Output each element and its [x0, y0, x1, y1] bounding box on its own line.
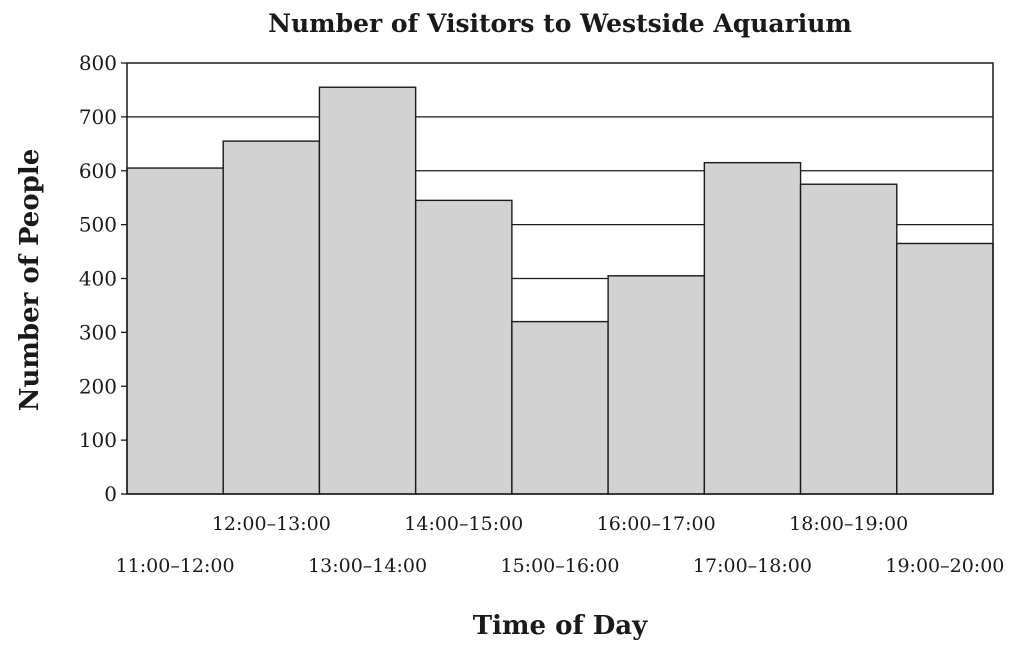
bar — [318, 86, 417, 495]
bars — [126, 86, 994, 495]
y-tick-label: 400 — [79, 267, 117, 291]
y-axis-title: Number of People — [15, 149, 45, 412]
bar — [511, 320, 609, 495]
x-tick-label: 18:00–19:00 — [789, 513, 908, 535]
bar — [896, 242, 994, 495]
x-tick-label: 12:00–13:00 — [212, 513, 331, 535]
y-tick-label: 100 — [79, 428, 117, 452]
chart-title: Number of Visitors to Westside Aquarium — [268, 9, 852, 38]
y-tick-label: 300 — [79, 320, 117, 344]
x-tick-label: 19:00–20:00 — [885, 555, 1004, 577]
bar — [222, 140, 321, 495]
bar — [799, 183, 898, 495]
y-tick-label: 800 — [79, 51, 117, 75]
x-tick-label: 15:00–16:00 — [500, 555, 619, 577]
y-tick-label: 0 — [104, 482, 117, 506]
y-tick-label: 500 — [79, 213, 117, 237]
x-tick-label: 17:00–18:00 — [693, 555, 812, 577]
y-tick-label: 200 — [79, 374, 117, 398]
x-tick-label: 14:00–15:00 — [404, 513, 523, 535]
y-tick-label: 700 — [79, 105, 117, 129]
x-tick-label: 16:00–17:00 — [597, 513, 716, 535]
x-axis-title: Time of Day — [473, 611, 648, 641]
bar — [703, 161, 802, 495]
bar — [126, 167, 224, 495]
y-tick-label: 600 — [79, 159, 117, 183]
y-axis-ticks: 0 100 200 300 400 500 600 700 800 — [79, 51, 127, 506]
x-tick-label: 11:00–12:00 — [116, 555, 235, 577]
bar — [414, 199, 513, 495]
x-tick-label: 13:00–14:00 — [308, 555, 427, 577]
bar — [607, 275, 706, 495]
x-axis-ticks: 11:00–12:00 12:00–13:00 13:00–14:00 14:00–1… — [116, 513, 1005, 577]
